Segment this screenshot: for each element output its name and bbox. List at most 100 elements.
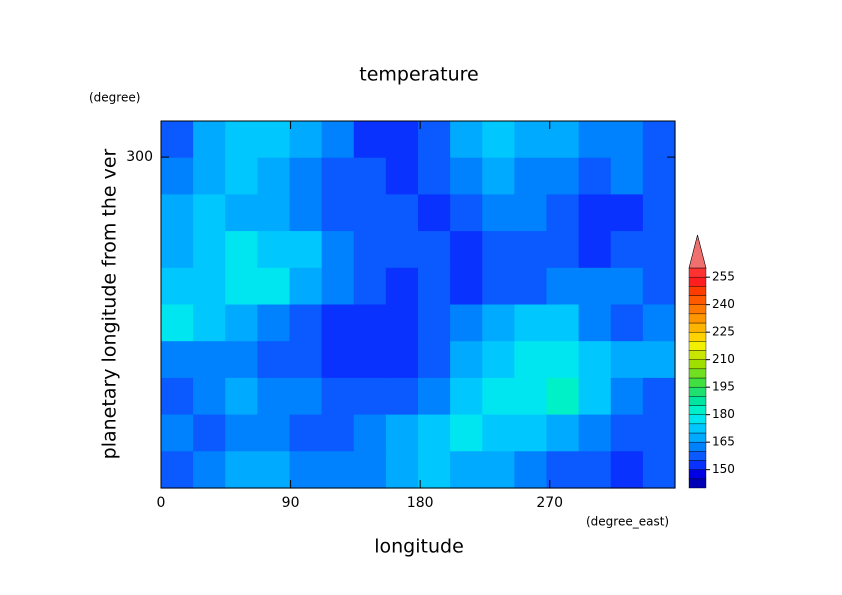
contour-cell <box>642 267 676 306</box>
contour-cell <box>353 121 387 159</box>
contour-cell <box>482 267 515 306</box>
contour-cell <box>161 341 194 379</box>
plot-frame <box>160 120 676 489</box>
contour-cell <box>289 267 323 306</box>
contour-cell <box>385 157 419 195</box>
contour-cell <box>321 121 355 159</box>
colorbar-box <box>688 322 707 333</box>
contour-cell <box>450 157 483 195</box>
contour-cell <box>482 231 515 269</box>
contour-cell <box>418 267 451 306</box>
contour-cell <box>385 414 419 452</box>
contour-cell <box>578 267 612 306</box>
colorbar-tick-label: 150 <box>712 462 735 476</box>
contour-cell <box>418 157 451 195</box>
contour-cell <box>450 414 483 452</box>
colorbar-box <box>688 432 707 443</box>
contour-cell <box>225 231 258 269</box>
contour-cell <box>642 451 676 489</box>
axes: 0 90 180 270 300 <box>126 120 676 511</box>
contour-cell <box>578 121 612 159</box>
contour-cell <box>546 194 580 232</box>
contour-cell <box>225 157 258 195</box>
contour-cell <box>385 194 419 232</box>
colorbar-box <box>688 377 707 388</box>
colorbar-box <box>688 341 707 351</box>
contour-cell <box>161 451 194 489</box>
contour-cell <box>257 121 291 159</box>
contour-cell <box>450 121 483 159</box>
colorbar-tick-label: 210 <box>712 352 735 366</box>
contour-cell <box>161 267 194 306</box>
contour-cell <box>225 414 258 452</box>
colorbar-box <box>688 331 707 342</box>
contour-cell <box>321 194 355 232</box>
contour-cell <box>385 231 419 269</box>
contour-cell <box>642 414 676 452</box>
colorbar-box <box>688 313 707 324</box>
contour-cell <box>161 414 194 452</box>
colorbar-box <box>688 396 707 406</box>
contour-cell <box>642 231 676 269</box>
contour-cell <box>610 304 644 342</box>
contour-cell <box>482 377 515 416</box>
x-tick-label: 0 <box>157 495 166 511</box>
contour-cell <box>385 377 419 416</box>
x-units: (degree_east) <box>586 515 669 529</box>
contour-cell <box>578 304 612 342</box>
contour-cell <box>225 451 258 489</box>
contour-cell <box>514 414 548 452</box>
colorbar-extend <box>688 234 707 269</box>
contour-cell <box>353 341 387 379</box>
contour-cell <box>225 341 258 379</box>
colorbar-tick-label: 240 <box>712 297 735 311</box>
contour-cell <box>642 304 676 342</box>
contour-cell <box>385 451 419 489</box>
contour-cell <box>257 231 291 269</box>
contour-cell <box>289 341 323 379</box>
x-tick-label: 180 <box>407 495 434 511</box>
contour-cell <box>257 304 291 342</box>
contour-cell <box>610 157 644 195</box>
contour-cell <box>514 304 548 342</box>
contour-cell <box>353 267 387 306</box>
colorbar-box <box>688 286 707 296</box>
contour-cell <box>546 231 580 269</box>
contour-cell <box>161 231 194 269</box>
contour-cell <box>610 267 644 306</box>
contour-cell <box>385 341 419 379</box>
contour-cell <box>289 194 323 232</box>
contour-cell <box>418 304 451 342</box>
contour-cell <box>546 414 580 452</box>
y-axis-label: planetary longitude from the ver <box>99 148 121 459</box>
contour-cell <box>418 121 451 159</box>
contour-cell <box>385 267 419 306</box>
contour-cell <box>161 304 194 342</box>
contour-cell <box>193 377 226 416</box>
contour-cell <box>514 194 548 232</box>
contour-cell <box>578 194 612 232</box>
contour-cell <box>578 414 612 452</box>
colorbar-box <box>688 469 707 480</box>
colorbar-box <box>688 414 707 425</box>
colorbar-tick-label: 180 <box>712 407 735 421</box>
contour-cell <box>225 377 258 416</box>
contour-cell <box>450 341 483 379</box>
contour-cell <box>514 267 548 306</box>
contour-cell <box>450 231 483 269</box>
contour-cell <box>482 451 515 489</box>
x-tick-label: 90 <box>282 495 300 511</box>
contour-cell <box>610 121 644 159</box>
contour-cell <box>418 341 451 379</box>
contour-cell <box>193 231 226 269</box>
contour-cell <box>610 194 644 232</box>
contour-cell <box>193 304 226 342</box>
contour-cell <box>385 121 419 159</box>
contour-cell <box>289 157 323 195</box>
y-tick-label: 300 <box>126 149 153 165</box>
contour-cell <box>353 304 387 342</box>
contour-cell <box>321 451 355 489</box>
x-tick-label: 270 <box>536 495 563 511</box>
chart-title: temperature <box>359 64 478 86</box>
